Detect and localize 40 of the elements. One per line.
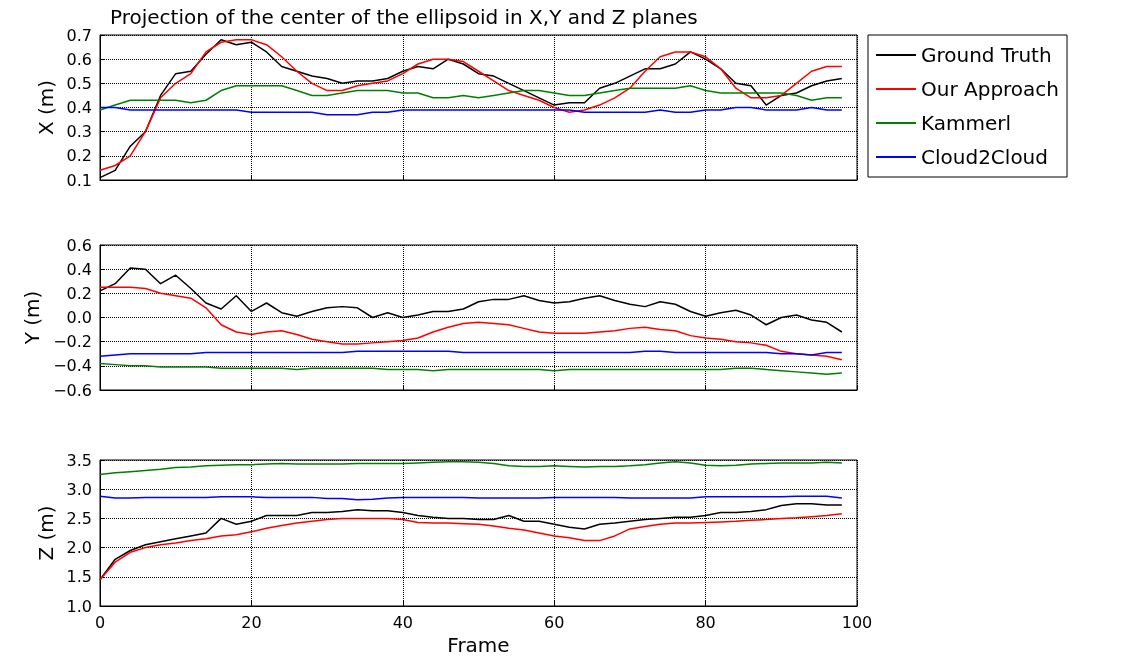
- line-series: [99, 106, 843, 116]
- y-tick-label: 0.7: [66, 25, 92, 45]
- y-tick-label: 0.5: [66, 73, 92, 93]
- y-tick-label: 3.0: [66, 479, 92, 499]
- line-series: [99, 461, 843, 476]
- y-tick-label: −0.6: [53, 380, 92, 400]
- y-tick-label: −0.2: [53, 332, 92, 352]
- y-tick-label: 0.1: [66, 170, 92, 190]
- y-tick-label: 0.6: [66, 49, 92, 69]
- y-axis-title: Y (m): [20, 290, 45, 346]
- y-tick-label: 0.4: [66, 98, 92, 117]
- legend-label: Our Approach: [921, 77, 1060, 101]
- x-tick-label: 100: [841, 612, 873, 632]
- y-tick-label: 0.6: [66, 235, 92, 255]
- line-series: [99, 286, 843, 361]
- x-tick-label: 40: [392, 612, 413, 632]
- x-tick-label: 60: [544, 612, 565, 632]
- x-tick-label: 80: [695, 612, 716, 632]
- x-axis-title: Frame: [447, 632, 510, 657]
- line-series: [99, 85, 843, 111]
- y-tick-label: −0.4: [53, 356, 92, 376]
- y-axis-title: Z (m): [33, 505, 58, 561]
- y-tick-label: 1.0: [66, 596, 92, 616]
- line-series: [99, 362, 843, 376]
- y-tick-label: 0.2: [66, 146, 92, 166]
- y-tick-label: 0.0: [66, 308, 92, 327]
- x-tick-label: 20: [241, 612, 262, 632]
- y-axis-title: X (m): [33, 79, 58, 136]
- y-tick-label: 0.4: [66, 259, 92, 279]
- legend-label: Kammerl: [921, 111, 1012, 135]
- chart-title: Projection of the center of the ellipsoid in X,Y and Z planes: [110, 5, 698, 29]
- y-tick-label: 0.3: [66, 122, 92, 142]
- x-tick-label: 0: [94, 612, 106, 632]
- y-tick-label: 0.2: [66, 283, 92, 303]
- legend-label: Cloud2Cloud: [921, 145, 1048, 169]
- y-tick-label: 2.5: [66, 508, 92, 528]
- y-tick-label: 1.5: [66, 567, 92, 587]
- legend-label: Ground Truth: [921, 43, 1052, 67]
- y-tick-label: 2.0: [66, 538, 92, 558]
- y-tick-label: 3.5: [66, 450, 92, 470]
